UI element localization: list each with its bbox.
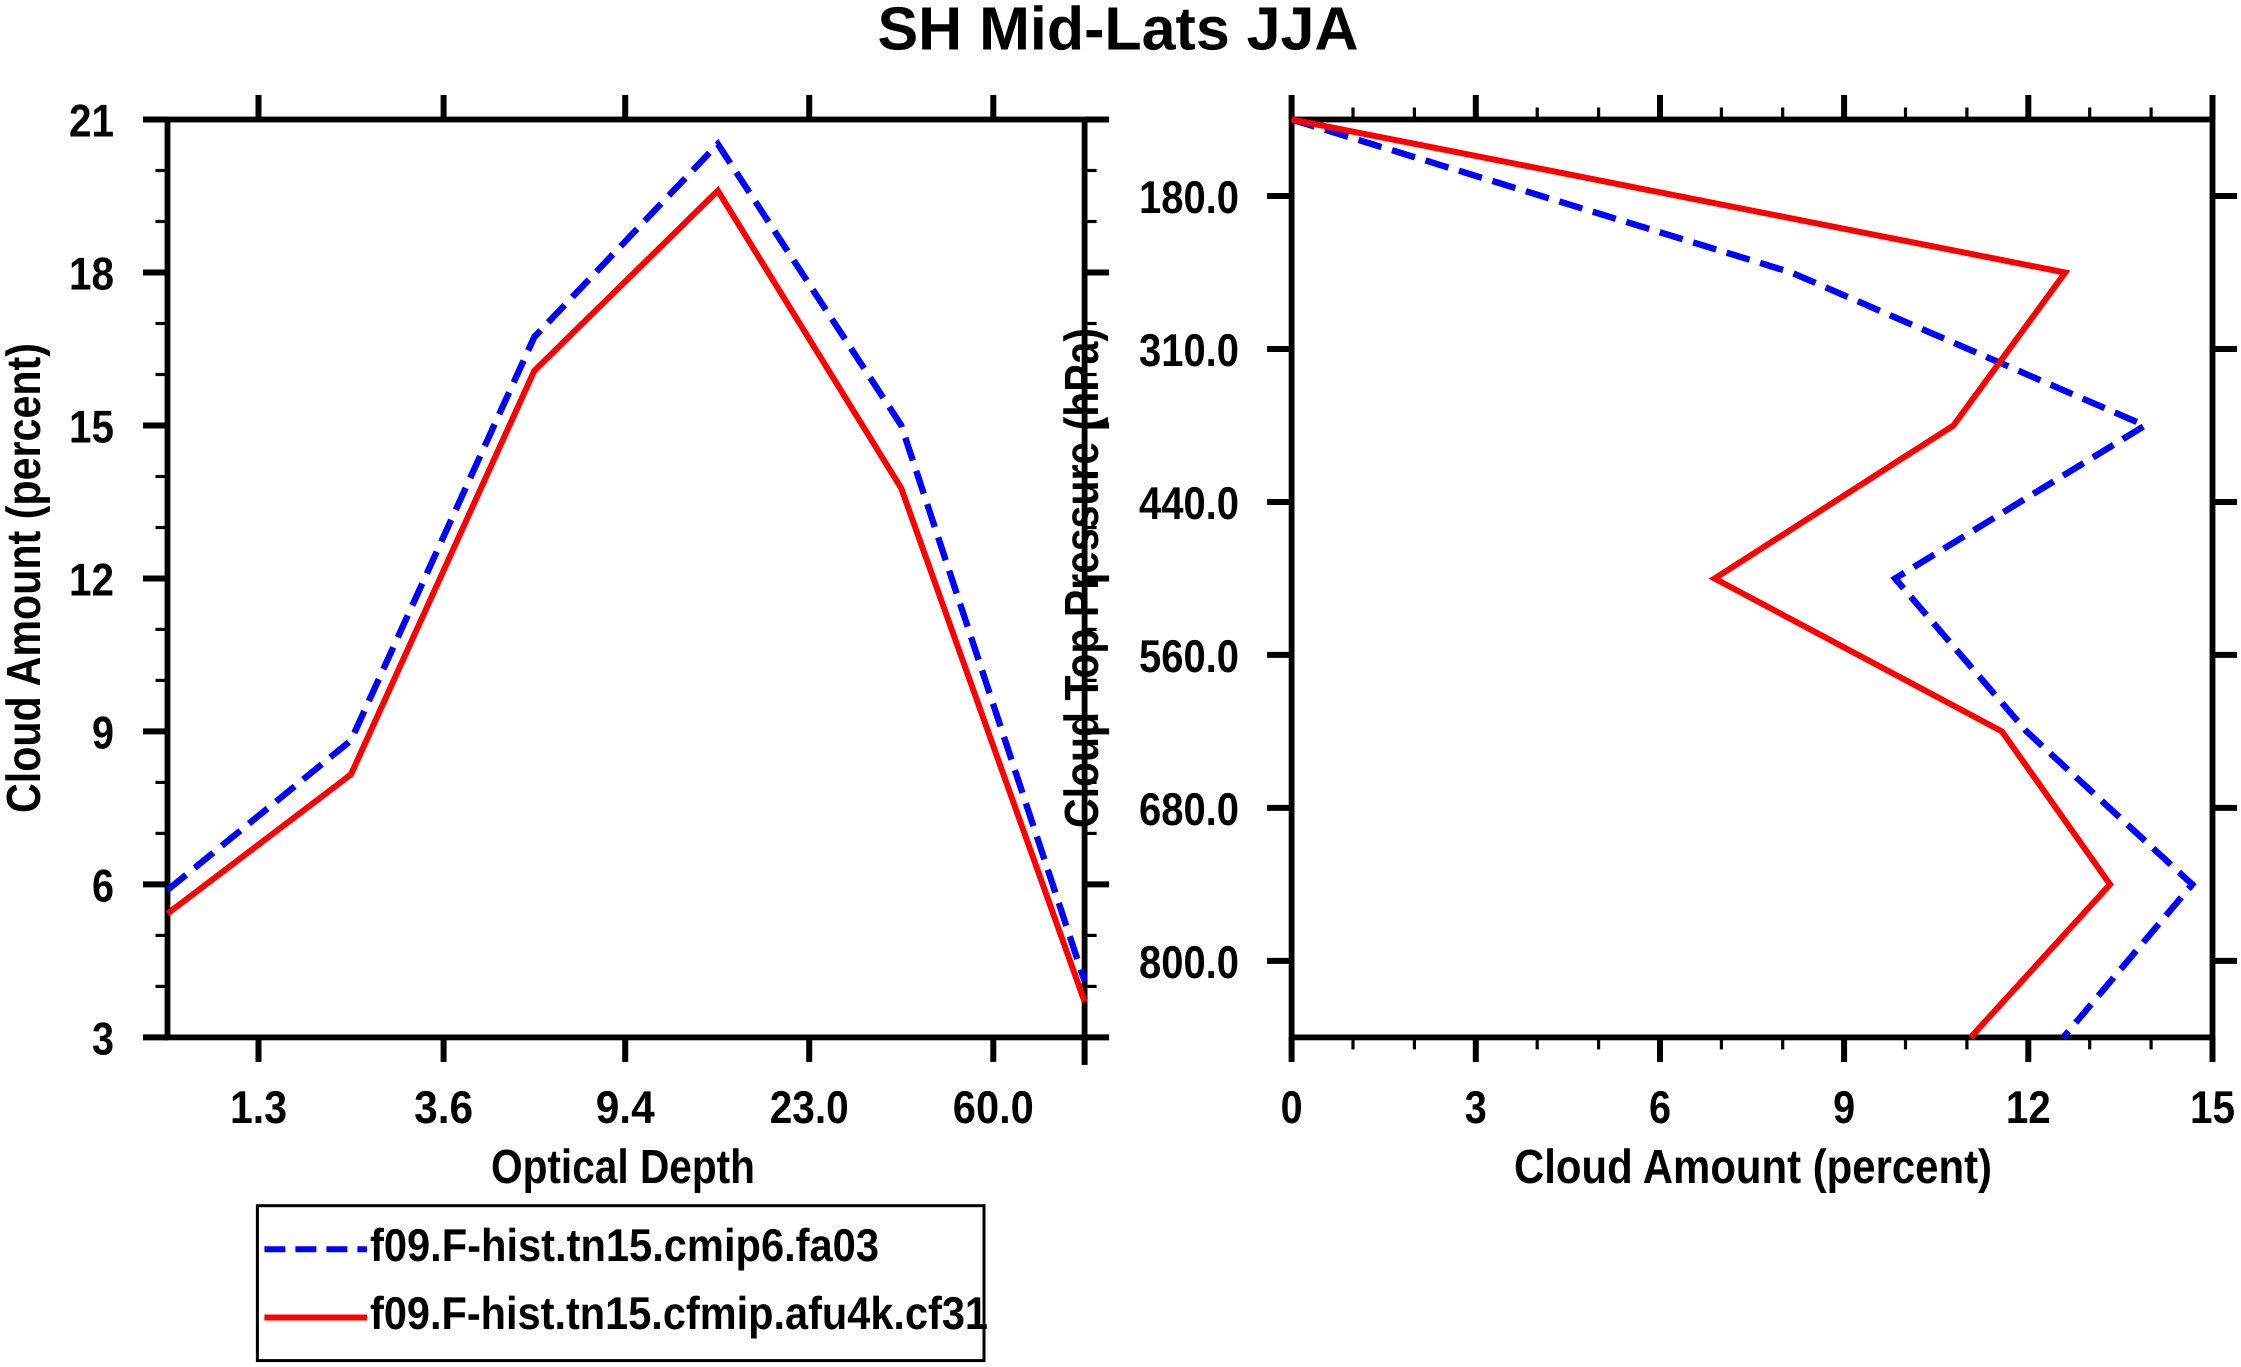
svg-text:Cloud Amount (percent): Cloud Amount (percent)	[1514, 1141, 1992, 1194]
svg-text:12: 12	[2006, 1081, 2051, 1133]
svg-text:Optical Depth: Optical Depth	[491, 1141, 755, 1194]
svg-text:9.4: 9.4	[596, 1081, 655, 1133]
svg-text:800.0: 800.0	[1139, 936, 1239, 988]
svg-text:3: 3	[1465, 1081, 1487, 1133]
svg-text:f09.F-hist.tn15.cfmip.afu4k.cf: f09.F-hist.tn15.cfmip.afu4k.cf31	[370, 1287, 988, 1339]
svg-text:21: 21	[69, 95, 114, 147]
svg-text:680.0: 680.0	[1139, 783, 1239, 835]
svg-text:SH Mid-Lats JJA: SH Mid-Lats JJA	[878, 0, 1359, 63]
svg-text:0: 0	[1281, 1081, 1303, 1133]
svg-text:12: 12	[69, 553, 114, 605]
svg-text:440.0: 440.0	[1139, 477, 1239, 529]
svg-text:15: 15	[69, 400, 114, 452]
svg-text:6: 6	[1649, 1081, 1671, 1133]
svg-text:Cloud Top Pressure (hPa): Cloud Top Pressure (hPa)	[1056, 328, 1109, 828]
svg-text:1.3: 1.3	[230, 1081, 287, 1133]
svg-text:Cloud Amount (percent): Cloud Amount (percent)	[0, 343, 51, 813]
svg-text:310.0: 310.0	[1139, 324, 1239, 376]
svg-text:3.6: 3.6	[414, 1081, 473, 1133]
svg-text:560.0: 560.0	[1139, 630, 1239, 682]
svg-text:180.0: 180.0	[1139, 171, 1239, 223]
svg-text:15: 15	[2190, 1081, 2235, 1133]
svg-text:6: 6	[92, 859, 114, 911]
svg-text:23.0: 23.0	[770, 1081, 849, 1133]
svg-text:9: 9	[92, 706, 114, 758]
svg-text:f09.F-hist.tn15.cmip6.fa03: f09.F-hist.tn15.cmip6.fa03	[370, 1219, 879, 1271]
svg-text:18: 18	[69, 247, 114, 299]
svg-text:60.0: 60.0	[953, 1081, 1034, 1133]
svg-text:9: 9	[1833, 1081, 1855, 1133]
svg-text:3: 3	[92, 1012, 114, 1064]
